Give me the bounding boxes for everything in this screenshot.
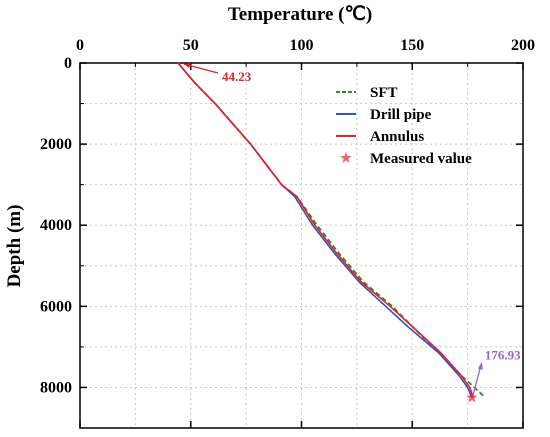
legend-drill-pipe-label: Drill pipe — [370, 107, 432, 123]
x-tick-label: 200 — [511, 37, 535, 54]
x-tick-label: 0 — [76, 37, 84, 54]
annotation-176-label: 176.93 — [485, 348, 521, 363]
legend-sft-label: SFT — [370, 85, 398, 101]
y-tick-label: 4000 — [40, 217, 72, 234]
measured-value-marker — [466, 391, 478, 403]
y-tick-label: 2000 — [40, 136, 72, 153]
legend-measured-value-label: Measured value — [370, 151, 472, 167]
annotations: 44.23 176.93 — [183, 63, 521, 396]
y-axis-title: Depth (m) — [4, 205, 25, 288]
x-axis-title: Temperature (℃) — [228, 4, 372, 25]
legend-measured-value-swatch — [340, 152, 352, 163]
annotation-176-arrow — [472, 365, 482, 396]
annulus-line — [177, 62, 474, 398]
legend-annulus-label: Annulus — [370, 129, 424, 145]
x-tick-label: 50 — [183, 37, 199, 54]
legend: SFT Drill pipe Annulus Measured value — [336, 85, 472, 167]
y-tick-label: 6000 — [40, 298, 72, 315]
annotation-176-arrowhead — [477, 361, 483, 370]
annotation-44-label: 44.23 — [222, 69, 252, 84]
y-tick-label: 0 — [64, 55, 72, 72]
series-layer — [177, 62, 486, 403]
x-tick-label: 150 — [400, 37, 424, 54]
annotation-44-arrowhead — [183, 63, 191, 68]
y-tick-label: 8000 — [40, 379, 72, 396]
x-tick-label: 100 — [290, 37, 314, 54]
